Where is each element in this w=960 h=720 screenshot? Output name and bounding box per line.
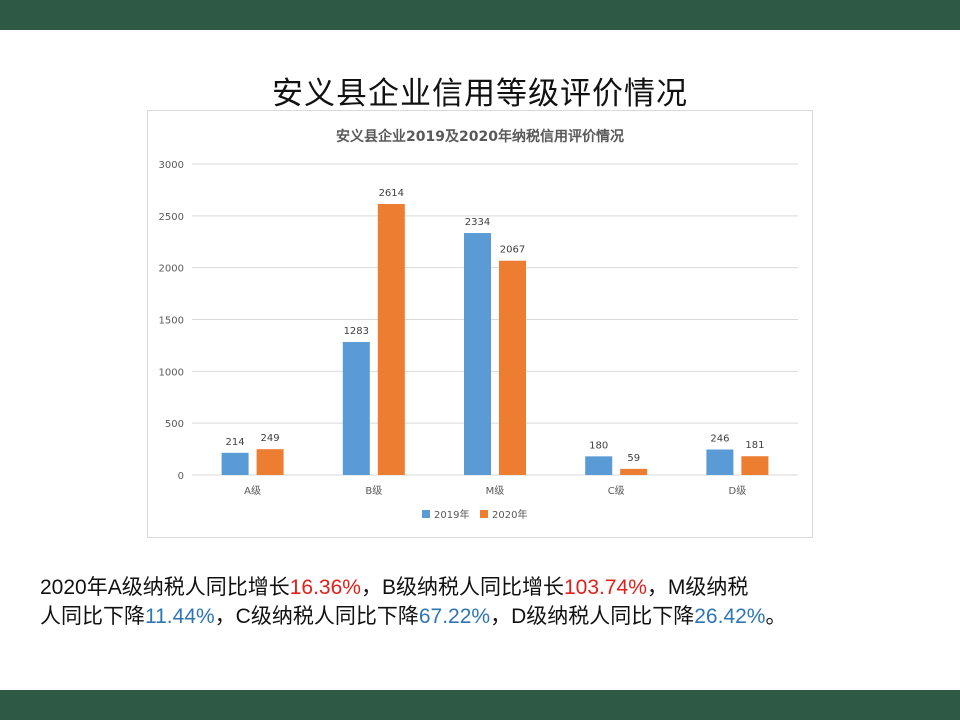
- slide-title: 安义县企业信用等级评价情况: [272, 76, 688, 112]
- bar-chart: 安义县企业2019及2020年纳税信用评价情况 0 500 1000 1500 2000…: [159, 128, 798, 521]
- bar-2020年-B级: [377, 204, 405, 476]
- legend-swatch: [422, 510, 430, 518]
- summary-line-2: 人同比下降11.44%，C级纳税人同比下降67.22%，D级纳税人同比下降26.…: [40, 602, 940, 631]
- top-band: [0, 0, 960, 30]
- y-tick-label: 0: [178, 471, 184, 482]
- c-decline-rate: 67.22%: [418, 605, 491, 628]
- summary-text-b-growth: ，B级纳税人同比增长: [360, 576, 564, 599]
- chart-title: 安义县企业2019及2020年纳税信用评价情况: [336, 128, 624, 145]
- x-tick-label: C级: [608, 485, 625, 497]
- legend-entry: 2020年: [492, 508, 527, 521]
- bar-2020年-C级: [620, 468, 648, 475]
- m-decline-rate: 11.44%: [145, 605, 215, 628]
- d-decline-rate: 26.42%: [694, 605, 766, 628]
- summary-text-c-decline: ，C级纳税人同比下降: [214, 605, 419, 628]
- data-label: 2334: [465, 217, 490, 228]
- x-tick-label: D级: [729, 485, 747, 497]
- data-label: 2614: [379, 188, 404, 199]
- b-growth-rate: 103.74%: [563, 576, 647, 599]
- x-tick-label: B级: [365, 485, 382, 497]
- x-tick-label: M级: [486, 485, 505, 497]
- summary-end-mark: 。: [765, 605, 787, 628]
- data-label: 249: [261, 433, 280, 444]
- legend-swatch: [480, 510, 488, 518]
- data-label: 181: [745, 440, 764, 451]
- y-tick-label: 500: [165, 419, 184, 430]
- y-tick-label: 1000: [159, 367, 184, 378]
- summary-text-a-growth: 2020年A级纳税人同比增长: [40, 576, 290, 599]
- summary-text-m-decline: 人同比下降: [40, 605, 145, 628]
- bar-2019年-B级: [342, 341, 370, 475]
- x-tick-label: A级: [244, 485, 261, 497]
- data-label: 214: [226, 437, 245, 448]
- bar-2019年-A级: [221, 452, 249, 475]
- summary-text-d-decline: ，D级纳税人同比下降: [490, 605, 695, 628]
- data-label: 59: [627, 453, 640, 464]
- data-label: 180: [589, 440, 608, 451]
- summary-line-1: 2020年A级纳税人同比增长16.36%，B级纳税人同比增长103.74%，M级…: [40, 573, 940, 602]
- data-label: 2067: [500, 245, 525, 256]
- a-growth-rate: 16.36%: [289, 576, 361, 599]
- bottom-band: [0, 690, 960, 720]
- bar-2019年-C级: [585, 456, 613, 475]
- bar-2020年-A级: [256, 449, 284, 475]
- chart-frame: 安义县企业2019及2020年纳税信用评价情况 0 500 1000 1500 2000…: [147, 110, 813, 538]
- legend-entry: 2019年: [434, 508, 469, 521]
- y-tick-label: 2000: [159, 264, 184, 275]
- summary-text-m-start: ，M级纳税: [646, 576, 749, 599]
- y-tick-label: 3000: [159, 160, 184, 171]
- summary-text: 2020年A级纳税人同比增长16.36%，B级纳税人同比增长103.74%，M级…: [40, 573, 940, 631]
- bar-2019年-M级: [464, 233, 491, 475]
- bar-2019年-D级: [706, 449, 734, 475]
- bar-2020年-D级: [741, 456, 769, 475]
- bar-2020年-M级: [499, 260, 526, 475]
- data-label: 246: [710, 433, 729, 444]
- data-label: 1283: [344, 326, 369, 337]
- y-tick-label: 2500: [159, 212, 184, 223]
- y-tick-label: 1500: [159, 316, 184, 327]
